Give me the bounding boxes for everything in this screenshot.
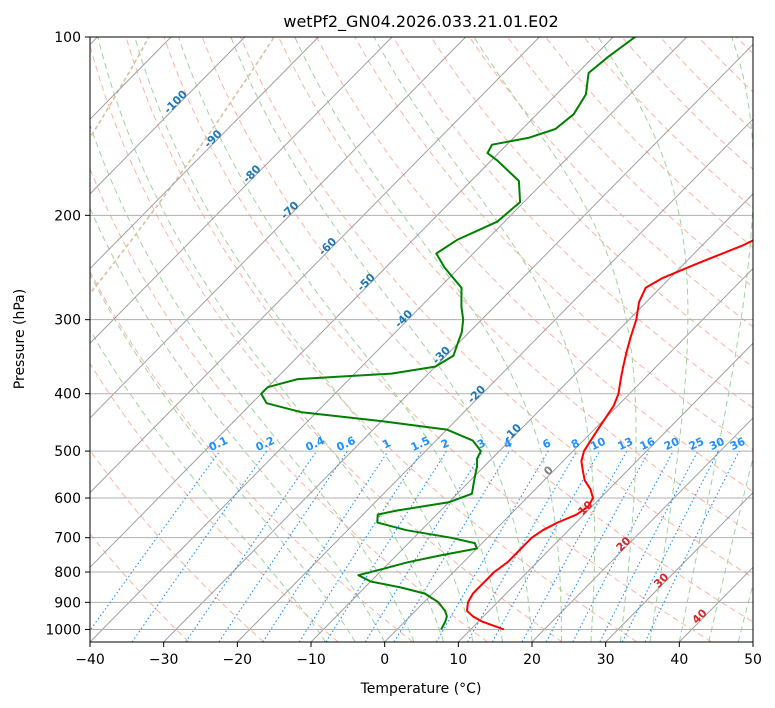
y-axis: 100 200 300 400 500 600 700 800 900 1000: [45, 30, 90, 638]
mixing-ratio-line: [325, 450, 448, 642]
mixing-ratio-line: [185, 450, 318, 642]
dry-adiabat: [316, 37, 753, 493]
dry-adiabat: [125, 37, 638, 642]
mixing-ratio-line: [298, 450, 423, 642]
isotherm-line: [90, 37, 540, 494]
moist-adiabat: [178, 37, 503, 642]
x-tick-label: −20: [223, 652, 253, 668]
x-tick-label: 40: [670, 652, 688, 668]
dry-adiabat: [468, 37, 753, 328]
mixing-ratio-label: 25: [687, 435, 706, 453]
temperature-profile: [466, 239, 753, 631]
x-tick-label: 20: [523, 652, 541, 668]
mixing-ratio-line: [393, 450, 510, 642]
mixing-ratio-label: 36: [728, 435, 748, 453]
x-axis: −40 −30 −20 −10 0 10 20 30 40 50: [75, 642, 762, 668]
mixing-ratio-label: 20: [662, 435, 682, 453]
x-tick-label: −40: [75, 652, 105, 668]
dry-adiabat: [201, 37, 753, 623]
y-tick-label: 300: [54, 313, 81, 329]
mixing-ratio-line: [364, 450, 484, 642]
isotherm-line: [90, 37, 467, 419]
isotherm-line: [310, 193, 753, 642]
isotherm-line: [90, 37, 688, 642]
plot-frame: [89, 36, 754, 643]
isotherm-line: [236, 118, 753, 642]
mixing-ratio-line: [90, 450, 221, 632]
moist-adiabat: [678, 37, 753, 642]
mixing-ratio-label: 16: [638, 435, 658, 453]
moist-adiabat: [737, 582, 753, 642]
x-tick-label: −10: [296, 652, 326, 668]
dry-adiabat: [90, 362, 339, 642]
mixing-ratio-line: [521, 450, 628, 642]
dry-adiabat: [430, 37, 753, 368]
x-tick-label: 0: [380, 652, 389, 668]
moist-adiabat: [90, 273, 356, 642]
mixing-ratio-line: [545, 450, 650, 642]
isotherm-line: [90, 37, 246, 195]
moist-adiabat: [473, 37, 637, 642]
isotherm-line: [457, 342, 753, 642]
mixing-ratio-line: [644, 450, 740, 642]
moist-adiabat: [134, 37, 474, 642]
background-lines: [90, 37, 753, 642]
y-tick-label: 900: [54, 595, 81, 611]
y-tick-label: 600: [54, 491, 81, 507]
moist-adiabat: [373, 37, 596, 642]
moist-adiabat: [708, 456, 753, 642]
dry-adiabat: [506, 37, 753, 288]
y-tick-label: 500: [54, 444, 81, 460]
isotherm-line: [163, 43, 753, 642]
mixing-ratio-label: 30: [707, 435, 727, 453]
y-tick-label: 200: [54, 208, 81, 224]
x-axis-label: Temperature (°C): [360, 681, 482, 697]
mixing-ratio-label: 10: [588, 435, 608, 453]
moist-adiabat: [90, 206, 386, 642]
y-tick-label: 800: [54, 565, 81, 581]
moist-adiabat: [230, 37, 533, 642]
x-tick-label: 50: [744, 652, 762, 668]
y-axis-label: Pressure (hPa): [12, 289, 28, 389]
dry-adiabat: [90, 449, 264, 642]
dry-adiabat: [163, 37, 712, 642]
mixing-ratio-line: [491, 450, 600, 642]
data-series: [260, 37, 753, 631]
x-tick-label: −30: [149, 652, 179, 668]
mixing-ratio-label: 13: [616, 435, 635, 453]
isotherm-line: [384, 267, 753, 642]
x-tick-label: 30: [597, 652, 615, 668]
dry-adiabat: [354, 37, 753, 451]
dry-adiabat: [90, 43, 563, 642]
moist-adiabat: [97, 37, 445, 642]
chart-title: wetPf2_GN04.2026.033.21.01.E02: [283, 12, 558, 32]
dry-adiabat: [392, 37, 753, 409]
mixing-ratio-line: [218, 450, 348, 642]
dewpoint-profile: [260, 37, 636, 630]
isotherm-line: [605, 491, 753, 642]
y-tick-label: 700: [54, 531, 81, 547]
isotherm-line: [90, 37, 393, 344]
dry-adiabat: [239, 37, 753, 579]
isotherm-line: [90, 37, 319, 270]
mixing-ratio-line: [621, 450, 719, 642]
dry-adiabat: [90, 167, 488, 642]
mixing-ratio-line: [131, 450, 268, 642]
y-tick-label: 400: [54, 387, 81, 403]
isotherm-line: [531, 417, 753, 642]
isotherm-line: [90, 37, 614, 569]
moist-adiabat: [90, 328, 327, 642]
y-tick-label: 100: [54, 30, 81, 46]
y-tick-label: 1000: [45, 622, 81, 638]
moist-adiabat: [294, 37, 562, 642]
x-tick-label: 10: [449, 652, 467, 668]
mixing-ratio-line: [262, 450, 389, 642]
moist-adiabat: [597, 37, 689, 642]
